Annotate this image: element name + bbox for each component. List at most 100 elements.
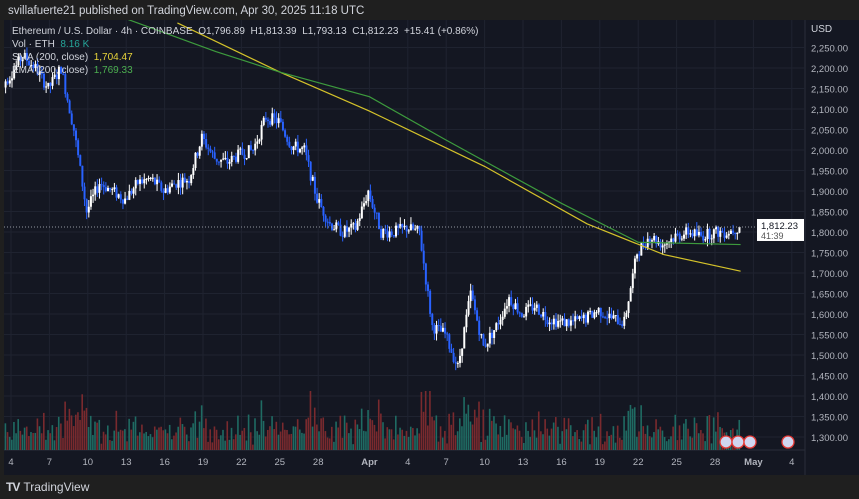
ema-legend[interactable]: EMA (200, close) 1,769.33 xyxy=(12,65,133,76)
candle-body xyxy=(416,225,419,229)
volume-bar xyxy=(286,429,288,450)
candle-body xyxy=(651,240,653,242)
volume-bar xyxy=(503,415,506,450)
y-tick-label: 1,400.00 xyxy=(811,392,848,403)
candle-body xyxy=(729,230,732,234)
candle-body xyxy=(676,233,679,235)
volume-bar xyxy=(482,409,485,450)
volume-bar xyxy=(591,417,593,450)
volume-bar xyxy=(655,419,657,450)
candle-body xyxy=(143,179,146,184)
candle-body xyxy=(683,234,685,239)
candle-body xyxy=(85,199,88,213)
volume-bar xyxy=(183,426,186,450)
candle-body xyxy=(491,332,493,338)
volume-bar xyxy=(616,425,619,450)
candle-body xyxy=(663,244,666,246)
candle-body xyxy=(292,146,295,151)
volume-bar xyxy=(599,413,602,450)
candle-body xyxy=(183,177,186,183)
volume-bar xyxy=(407,436,410,450)
volume-bar xyxy=(324,431,327,450)
volume-bar xyxy=(305,419,307,450)
volume-bar xyxy=(386,427,389,450)
y-tick-label: 2,050.00 xyxy=(811,126,848,137)
candle-body xyxy=(482,334,485,346)
candle-body xyxy=(680,238,683,240)
candle-body xyxy=(582,314,585,319)
candle-body xyxy=(471,290,474,300)
volume-bar xyxy=(171,439,173,450)
candle-body xyxy=(177,180,180,188)
volume-bar xyxy=(427,425,429,450)
volume-bar xyxy=(158,427,160,450)
candle-body xyxy=(211,151,214,153)
volume-bar xyxy=(456,431,459,450)
volume-bar xyxy=(375,431,378,450)
volume-legend[interactable]: Vol · ETH 8.16 K xyxy=(12,39,89,50)
volume-bar xyxy=(384,438,386,450)
x-tick-label: 28 xyxy=(710,457,721,468)
volume-bar xyxy=(597,426,600,450)
volume-bar xyxy=(224,440,226,450)
us-flag-event-icon xyxy=(731,435,745,449)
candle-body xyxy=(516,303,519,313)
candle-body xyxy=(715,226,717,230)
candle-body xyxy=(60,66,63,74)
volume-bar xyxy=(322,417,325,450)
candle-body xyxy=(465,314,468,328)
candle-body xyxy=(284,130,287,137)
candle-body xyxy=(640,243,643,256)
candle-body xyxy=(390,231,393,236)
candle-body xyxy=(388,231,391,238)
candle-body xyxy=(228,161,231,164)
candle-body xyxy=(633,258,636,274)
chart-area[interactable]: 2,250.00 2,200.00 2,150.00 2,100.00 2,050.00… xyxy=(4,20,859,475)
candle-body xyxy=(207,147,210,149)
candle-body xyxy=(535,304,538,308)
volume-bar xyxy=(47,430,49,450)
us-flag-event-icon xyxy=(743,435,757,449)
candle-body xyxy=(139,179,141,184)
volume-bar xyxy=(738,419,741,450)
volume-bar xyxy=(446,443,448,450)
candle-body xyxy=(424,263,427,285)
candle-body xyxy=(572,320,575,322)
candle-body xyxy=(215,158,218,162)
volume-bar xyxy=(687,428,689,450)
candle-body xyxy=(544,311,547,320)
volume-bar xyxy=(491,420,493,450)
candle-body xyxy=(380,229,383,238)
candle-body xyxy=(194,152,197,169)
candles xyxy=(4,47,741,371)
candle-body xyxy=(659,241,662,248)
y-tick-label: 2,200.00 xyxy=(811,64,848,75)
volume-bar xyxy=(252,444,254,450)
candle-body xyxy=(192,168,195,175)
volume-bar xyxy=(271,416,273,450)
footer-logo[interactable]: TV TradingView xyxy=(6,480,89,494)
volume-bar xyxy=(156,429,158,450)
volume-bar xyxy=(452,412,455,450)
volume-bar xyxy=(572,436,574,450)
volume-bar xyxy=(431,416,433,450)
volume-bar xyxy=(439,426,442,450)
y-tick-label: 1,500.00 xyxy=(811,351,848,362)
volume-bar xyxy=(209,429,211,450)
price-chart[interactable]: 2,250.00 2,200.00 2,150.00 2,100.00 2,050.00… xyxy=(4,20,859,475)
candle-body xyxy=(444,327,447,334)
volume-bar xyxy=(337,427,339,450)
volume-bar xyxy=(661,430,664,450)
sma-legend[interactable]: SMA (200, close) 1,704.47 xyxy=(12,52,133,63)
candle-body xyxy=(294,141,297,147)
volume-bar xyxy=(335,421,337,450)
candle-body xyxy=(700,231,703,236)
candle-body xyxy=(200,133,203,147)
volume-bar xyxy=(360,408,363,450)
volume-bar xyxy=(555,417,557,450)
volume-bar xyxy=(83,410,86,450)
volume-bar xyxy=(303,433,305,450)
candle-body xyxy=(540,314,543,317)
volume-bar xyxy=(576,430,578,450)
volume-bar xyxy=(326,437,329,450)
